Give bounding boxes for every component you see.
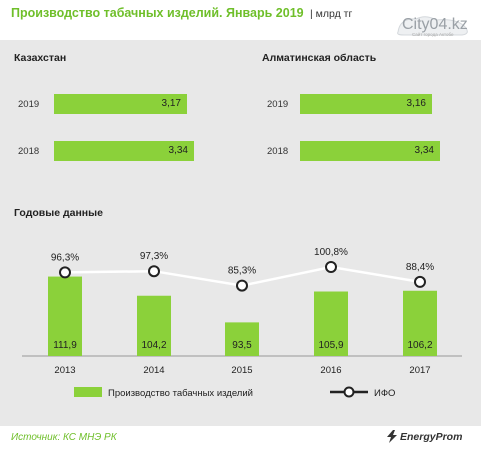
legend-swatch-bars bbox=[74, 387, 102, 397]
data-label: 3,16 bbox=[406, 98, 426, 109]
chart-title-kazakhstan: Казахстан bbox=[14, 52, 67, 64]
x-tick-label: 2014 bbox=[143, 365, 164, 376]
data-label: 3,34 bbox=[168, 145, 188, 156]
year-label-alm-2019: 2019 bbox=[267, 99, 289, 110]
bar-kz-2019: 3,17 bbox=[54, 94, 187, 114]
year-label-kz-2019: 2019 bbox=[18, 99, 40, 110]
ifo-value-label: 97,3% bbox=[140, 251, 168, 262]
x-tick-label: 2015 bbox=[231, 365, 252, 376]
bar-alm-2018: 3,34 bbox=[300, 141, 440, 161]
year-label-kz-2018: 2018 bbox=[18, 146, 40, 157]
city04-logo bbox=[397, 16, 468, 36]
ifo-value-label: 100,8% bbox=[314, 247, 348, 258]
annual-bar bbox=[137, 295, 171, 356]
bar-value-label: 106,2 bbox=[407, 340, 432, 351]
footer bbox=[0, 426, 481, 449]
x-tick-label: 2016 bbox=[320, 365, 341, 376]
logo-text: City04.kz bbox=[402, 16, 468, 33]
source-note: Источник: КС МНЭ РК bbox=[11, 432, 117, 443]
ifo-point bbox=[148, 265, 160, 278]
page-title: Производство табачных изделий. Январь 20… bbox=[11, 6, 304, 20]
ifo-point bbox=[59, 266, 71, 279]
annual-bar bbox=[225, 322, 259, 356]
ifo-point bbox=[236, 279, 248, 292]
ifo-point bbox=[414, 275, 426, 288]
bar-kz-2018: 3,34 bbox=[54, 141, 194, 161]
data-label: 3,34 bbox=[414, 145, 434, 156]
legend-label-line: ИФО bbox=[374, 388, 395, 399]
bar-value-label: 111,9 bbox=[53, 340, 77, 351]
logo-subtitle: Сайт города Актобе bbox=[412, 32, 454, 37]
data-label: 3,17 bbox=[161, 98, 181, 109]
legend-label-bars: Производство табачных изделий bbox=[108, 388, 253, 399]
brand-name: EnergyProm bbox=[400, 431, 463, 443]
ifo-value-label: 96,3% bbox=[51, 252, 79, 263]
annual-bar bbox=[48, 276, 82, 356]
annual-bar bbox=[403, 290, 437, 356]
chart-title-annual: Годовые данные bbox=[14, 207, 103, 219]
unit-label: млрд тг bbox=[310, 8, 353, 20]
annual-combo-chart: 111,9 104,2 93,5 105,9 106,2 2013 2014 2015 2016… bbox=[22, 247, 462, 399]
x-tick-label: 2013 bbox=[54, 365, 75, 376]
header: Производство табачных изделий. Январь 20… bbox=[0, 0, 481, 40]
energyprom-logo-icon bbox=[387, 430, 397, 443]
chart-title-almaty: Алматинская область bbox=[262, 52, 377, 64]
year-label-alm-2018: 2018 bbox=[267, 146, 289, 157]
ifo-value-label: 88,4% bbox=[406, 262, 434, 273]
legend-swatch-marker bbox=[343, 386, 355, 398]
x-tick-label: 2017 bbox=[409, 365, 430, 376]
ifo-value-label: 85,3% bbox=[228, 266, 256, 277]
bar-alm-2019: 3,16 bbox=[300, 94, 432, 114]
bar-value-label: 104,2 bbox=[141, 340, 166, 351]
bar-value-label: 105,9 bbox=[318, 340, 343, 351]
ifo-point bbox=[325, 261, 337, 273]
bar-value-label: 93,5 bbox=[232, 340, 252, 351]
annual-bar bbox=[314, 291, 348, 356]
